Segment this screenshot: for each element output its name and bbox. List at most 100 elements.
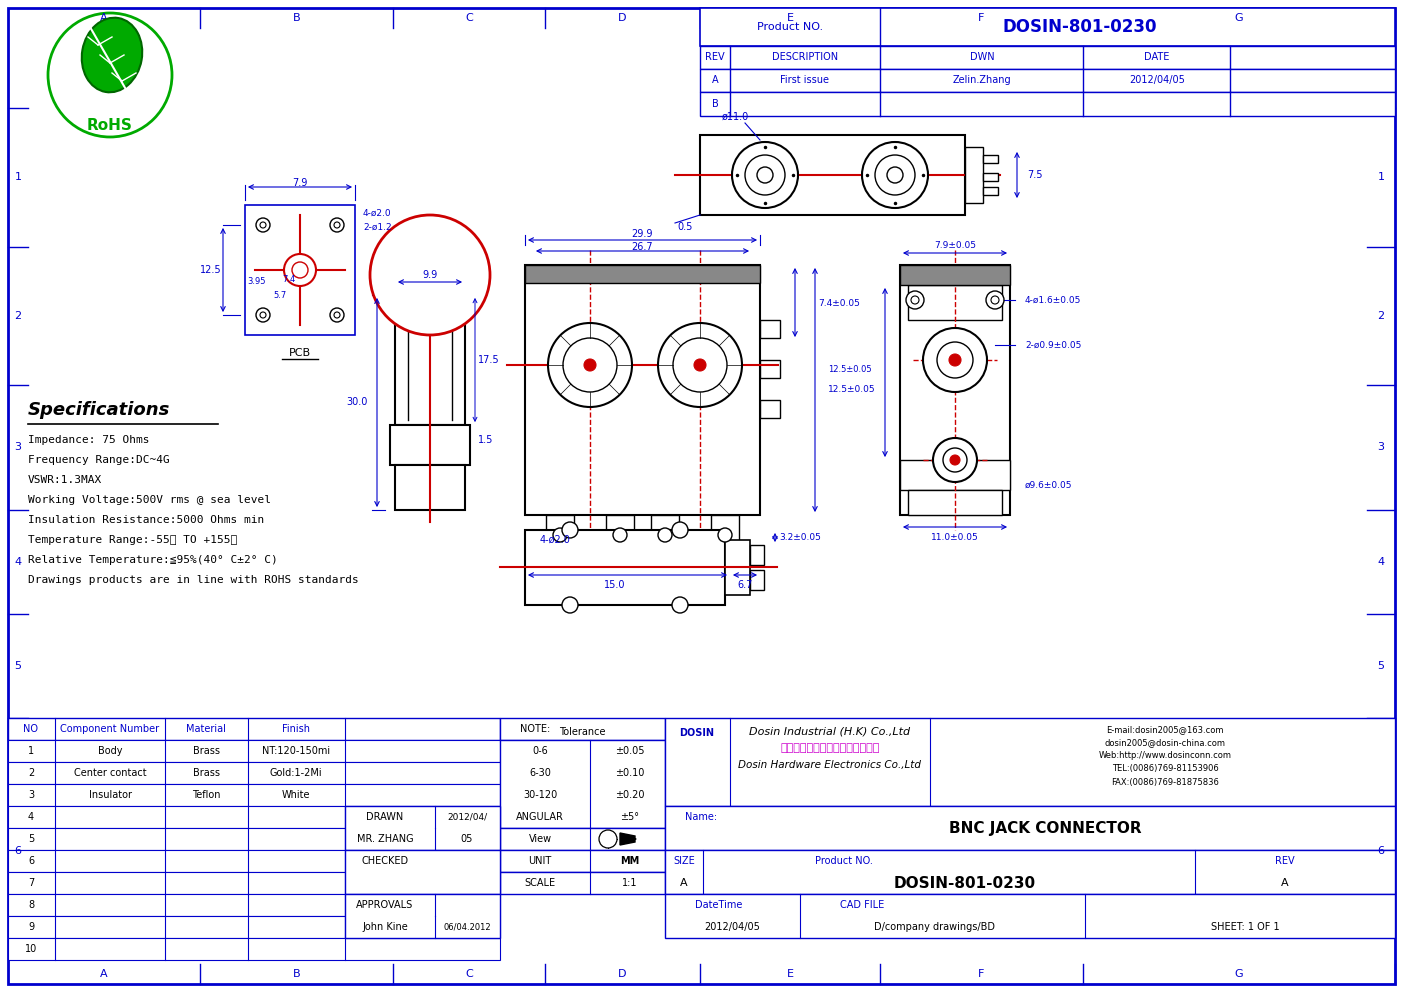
Ellipse shape [81, 18, 142, 92]
Text: 11.0±0.05: 11.0±0.05 [932, 533, 979, 542]
Circle shape [950, 455, 960, 465]
Text: VSWR:1.3MAX: VSWR:1.3MAX [28, 475, 102, 485]
Text: 05: 05 [460, 834, 473, 844]
Text: NT:120-150mi: NT:120-150mi [262, 746, 330, 756]
Text: 2012/04/: 2012/04/ [448, 812, 487, 821]
Bar [345, 850, 499, 894]
Text: BNC JACK CONNECTOR: BNC JACK CONNECTOR [948, 820, 1141, 835]
Circle shape [948, 354, 961, 366]
Text: A: A [100, 13, 108, 23]
Bar [499, 740, 665, 828]
Bar [751, 545, 765, 565]
Text: DOSIN: DOSIN [400, 332, 901, 467]
Circle shape [553, 528, 567, 542]
Text: 2012/04/05: 2012/04/05 [704, 922, 760, 932]
Text: 2: 2 [14, 311, 21, 321]
Text: DateTime: DateTime [694, 900, 742, 910]
Text: 7: 7 [28, 878, 34, 888]
Text: DWN: DWN [969, 52, 995, 62]
Text: DOSIN-801-0230: DOSIN-801-0230 [894, 876, 1035, 891]
Circle shape [292, 262, 309, 278]
Circle shape [933, 438, 976, 482]
Circle shape [563, 522, 578, 538]
Text: 4: 4 [14, 557, 21, 567]
Text: Drawings products are in line with ROHS standards: Drawings products are in line with ROHS … [28, 575, 359, 585]
Text: 1:1: 1:1 [623, 878, 638, 888]
Text: 26.7: 26.7 [631, 242, 652, 252]
Text: B: B [293, 13, 300, 23]
Bar [899, 265, 1010, 515]
Text: Frequency Range:DC~4G: Frequency Range:DC~4G [28, 455, 170, 465]
Text: 30-120: 30-120 [523, 790, 557, 800]
Text: 12.5: 12.5 [201, 265, 222, 275]
Text: 5: 5 [14, 661, 21, 671]
Text: 9: 9 [28, 922, 34, 932]
Text: REV: REV [706, 52, 725, 62]
Text: CAD FILE: CAD FILE [840, 900, 884, 910]
Text: A: A [680, 878, 687, 888]
Text: E: E [787, 13, 794, 23]
Text: DOSIN-801-0230: DOSIN-801-0230 [1003, 18, 1157, 36]
Text: Body: Body [98, 746, 122, 756]
Text: TEL:(0086)769-81153906: TEL:(0086)769-81153906 [1111, 765, 1218, 774]
Text: D: D [619, 13, 627, 23]
Text: CHECKED: CHECKED [362, 856, 408, 866]
Text: F: F [978, 13, 985, 23]
Bar [8, 828, 499, 850]
Text: Finish: Finish [282, 724, 310, 734]
Circle shape [613, 528, 627, 542]
Text: DATE: DATE [1145, 52, 1170, 62]
Text: 1.5: 1.5 [478, 435, 494, 445]
Text: 5: 5 [28, 834, 34, 844]
Text: Gold:1-2Mi: Gold:1-2Mi [269, 768, 323, 778]
Text: 8: 8 [28, 900, 34, 910]
Text: Center contact: Center contact [74, 768, 146, 778]
Circle shape [260, 312, 267, 318]
Bar [390, 425, 470, 465]
Bar [8, 740, 499, 762]
Bar [665, 850, 1395, 894]
Bar [499, 718, 665, 740]
Circle shape [943, 448, 967, 472]
Text: 7.4±0.05: 7.4±0.05 [818, 299, 860, 308]
Text: 5: 5 [1378, 661, 1385, 671]
Text: A: A [100, 969, 108, 979]
Bar [725, 540, 751, 595]
Text: dosin2005@dosin-china.com: dosin2005@dosin-china.com [1104, 738, 1225, 748]
Circle shape [991, 296, 999, 304]
Text: Insulator: Insulator [88, 790, 132, 800]
Circle shape [330, 218, 344, 232]
Text: 7.4: 7.4 [282, 276, 296, 285]
Bar [700, 135, 965, 215]
Text: 15.0: 15.0 [605, 580, 626, 590]
Circle shape [672, 597, 687, 613]
Text: Component Number: Component Number [60, 724, 160, 734]
Circle shape [334, 222, 340, 228]
Bar [499, 872, 665, 894]
Text: First issue: First issue [780, 75, 829, 85]
Text: 4: 4 [28, 812, 34, 822]
Text: MR. ZHANG: MR. ZHANG [356, 834, 414, 844]
Bar [899, 460, 1010, 490]
Bar [700, 92, 1395, 116]
Text: 12.5±0.05: 12.5±0.05 [828, 386, 875, 395]
Text: G: G [1235, 969, 1243, 979]
Text: 7.9: 7.9 [292, 178, 307, 188]
Bar [246, 205, 355, 335]
Circle shape [563, 597, 578, 613]
Bar [499, 828, 665, 850]
Circle shape [658, 528, 672, 542]
Circle shape [255, 218, 269, 232]
Text: E: E [787, 969, 794, 979]
Text: F: F [978, 969, 985, 979]
Text: 2: 2 [1378, 311, 1385, 321]
Circle shape [887, 167, 904, 183]
Text: 6: 6 [14, 846, 21, 856]
Circle shape [923, 328, 986, 392]
Text: ø11.0: ø11.0 [721, 112, 749, 122]
Bar [700, 8, 1395, 46]
Bar [345, 806, 499, 850]
Circle shape [718, 528, 732, 542]
Text: Temperature Range:-55℃ TO +155℃: Temperature Range:-55℃ TO +155℃ [28, 535, 237, 545]
Text: E-mail:dosin2005@163.com: E-mail:dosin2005@163.com [1106, 725, 1223, 734]
